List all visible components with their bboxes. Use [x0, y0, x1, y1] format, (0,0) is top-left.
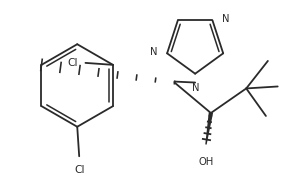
Text: Cl: Cl [67, 58, 78, 68]
Text: N: N [222, 14, 230, 24]
Text: OH: OH [198, 157, 213, 167]
Polygon shape [206, 113, 212, 144]
Text: N: N [150, 47, 157, 57]
Text: Cl: Cl [74, 165, 84, 175]
Text: N: N [192, 82, 200, 93]
